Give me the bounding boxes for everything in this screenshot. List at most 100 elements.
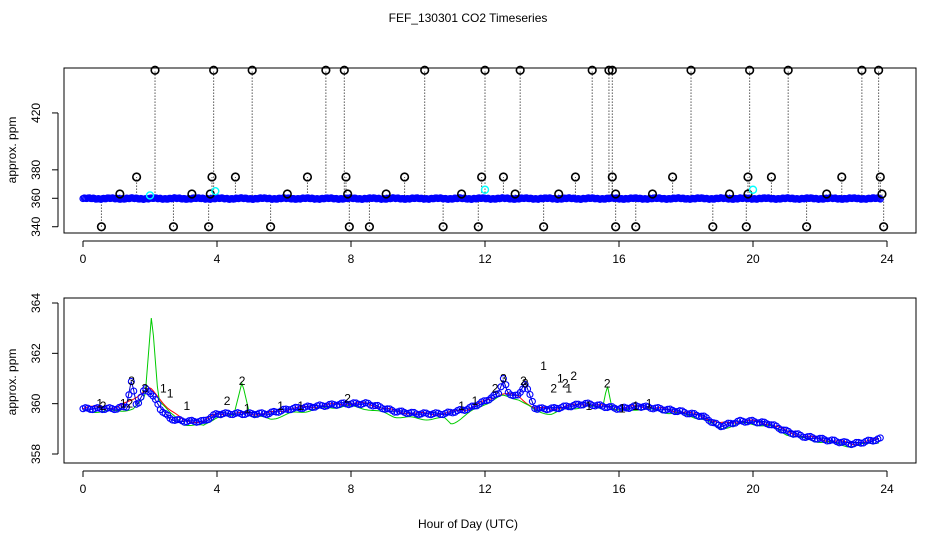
hourly-point [589,402,597,410]
series-1-marker: 1 [167,387,174,401]
flagged-point [115,189,125,199]
series-3-marker: 3 [142,382,149,396]
baseline-point [876,195,884,203]
series-3-line [82,378,880,444]
flagged-point [743,189,753,199]
hourly-point [391,408,399,416]
hourly-point [606,403,614,411]
hourly-point [502,381,510,389]
series-1-marker: 1 [540,359,547,373]
series-1-marker: 1 [277,399,284,413]
hourly-point [577,401,585,409]
top-y-axis-label: approx. ppm [5,117,19,184]
y-tick-label: 360 [29,393,43,413]
x-tick-label: 16 [612,252,626,266]
hourly-point [601,403,609,412]
hourly-point [857,439,865,447]
hourly-point [308,403,317,412]
hourly-point [185,417,193,425]
flagged-point [611,222,621,232]
hourly-point [758,418,766,426]
series-1-marker: 1 [458,399,465,413]
hourly-point [536,404,544,412]
x-tick-label: 12 [478,252,492,266]
cyan-marker [145,191,155,200]
hourly-point [197,416,205,425]
flagged-point [168,222,179,232]
series-2-marker: 2 [100,399,107,413]
hourly-point [408,408,416,416]
flagged-point [282,189,292,199]
hourly-point [768,421,776,429]
hourly-point [456,405,464,414]
hourly-point [552,404,561,412]
x-tick-label: 0 [80,482,87,496]
y-tick-label: 420 [29,103,43,123]
hourly-point [828,436,836,444]
flagged-point [209,65,219,75]
hourly-point [137,393,145,401]
hourly-point [122,403,131,411]
hourly-point [200,416,208,424]
hourly-point [724,419,732,427]
hourly-point [250,411,259,419]
series-1-line [82,387,880,446]
hourly-point [168,416,176,424]
hourly-point [804,433,812,441]
hourly-point [444,408,452,416]
series-1-marker: 1 [632,399,639,413]
hourly-point [337,399,346,407]
flagged-point [570,172,581,182]
series-2-marker: 2 [570,369,577,383]
series-1-marker: 1 [96,397,103,411]
hourly-point [403,409,411,418]
flagged-point [801,222,812,232]
hourly-point [528,397,536,405]
flagged-point [857,65,867,75]
flagged-point [498,172,509,182]
series-2-line [82,317,880,448]
x-axis-label: Hour of Day (UTC) [418,517,518,531]
x-tick-label: 12 [478,482,492,496]
y-tick-label: 364 [29,293,43,313]
hourly-point [495,390,503,398]
hourly-point [437,410,445,418]
series-2-marker: 2 [224,394,231,408]
flagged-point [343,189,353,199]
series-1-marker: 1 [184,399,191,413]
hourly-point [98,405,106,414]
hourly-point [753,419,761,427]
hourly-point [292,403,300,411]
top-axes: 0 4 8 12 16 20 24 340 360 380 420 [29,103,894,266]
hourly-point [741,418,749,426]
flagged-point [400,172,410,182]
series-2-marker: 2 [562,377,569,391]
hourly-point [383,405,391,413]
hourly-point [799,433,807,441]
x-tick-label: 24 [880,252,894,266]
hourly-point [864,436,872,444]
hourly-point [284,406,292,414]
hourly-point [296,404,304,413]
flagged-point [132,172,142,182]
series-3-marker: 3 [522,377,529,391]
flagged-point [745,65,755,75]
hourly-point [623,404,631,412]
hourly-point [594,401,602,409]
top-data-layer [79,65,889,232]
y-tick-label: 340 [29,216,43,236]
cyan-marker [480,185,490,194]
flagged-point [766,172,777,182]
hourly-point [697,412,706,420]
series-2-marker: 2 [344,392,351,406]
hourly-point [695,412,703,421]
series-3-marker: 3 [500,372,507,386]
hourly-point [135,399,143,407]
hourly-point [120,403,128,411]
flagged-point [822,189,832,199]
series-1-marker: 1 [244,402,251,416]
hourly-point [499,375,507,383]
flagged-point [743,172,753,182]
